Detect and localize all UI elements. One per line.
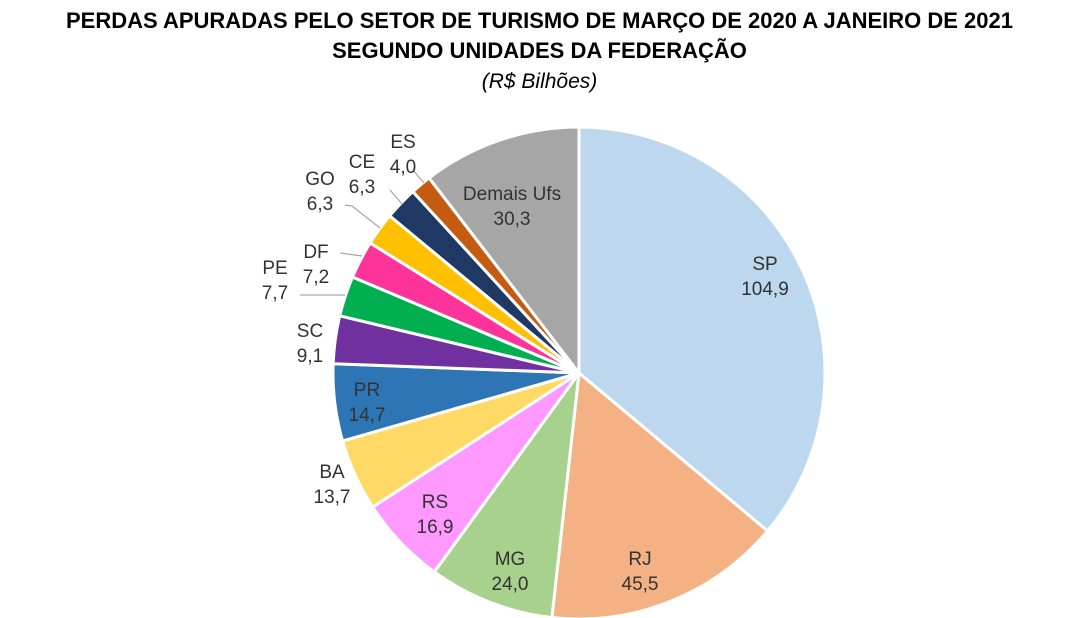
pie-slice-sp (577, 125, 827, 533)
slice-name-label-es: ES (390, 132, 415, 153)
leader-line-es (412, 169, 425, 184)
slice-value-label-ce: 6,3 (349, 177, 375, 198)
slice-name-label-pr: PR (354, 380, 380, 401)
chart-title-block: PERDAS APURADAS PELO SETOR DE TURISMO DE… (0, 6, 1079, 96)
leader-line-df (339, 252, 363, 257)
chart-title-line2: SEGUNDO UNIDADES DA FEDERAÇÃO (332, 38, 747, 63)
slice-value-label-mg: 24,0 (492, 574, 529, 595)
slice-value-label-pe: 7,7 (262, 283, 288, 304)
slice-value-label-ba: 13,7 (314, 487, 351, 508)
chart-title-line1: PERDAS APURADAS PELO SETOR DE TURISMO DE… (65, 8, 1013, 33)
slice-name-label-sc: SC (297, 321, 323, 342)
pie-slice-demais-ufs (427, 125, 581, 375)
slice-name-label-ba: BA (319, 462, 345, 483)
pie-slice-mg (432, 371, 581, 618)
leader-line-go (344, 204, 381, 229)
slice-name-label-sp: SP (752, 254, 777, 275)
slice-name-label-demais-ufs: Demais Ufs (463, 184, 561, 205)
slice-name-label-pe: PE (262, 258, 287, 279)
chart-subtitle: (R$ Bilhões) (481, 70, 598, 93)
slice-name-label-mg: MG (495, 549, 526, 570)
slice-name-label-go: GO (305, 169, 335, 190)
slice-value-label-pr: 14,7 (349, 405, 386, 426)
slice-value-label-demais-ufs: 30,3 (494, 209, 531, 230)
leader-line-ce (389, 189, 403, 205)
slice-value-label-df: 7,2 (303, 267, 329, 288)
pie-slice-rj (550, 371, 770, 618)
slice-value-label-sp: 104,9 (741, 279, 789, 300)
slice-value-label-rj: 45,5 (622, 574, 659, 595)
slice-value-label-sc: 9,1 (297, 346, 323, 367)
slice-name-label-rs: RS (422, 492, 448, 513)
slice-value-label-rs: 16,9 (417, 517, 454, 538)
slice-name-label-ce: CE (349, 152, 375, 173)
slice-name-label-rj: RJ (628, 549, 651, 570)
slice-value-label-es: 4,0 (390, 157, 416, 178)
slice-name-label-df: DF (303, 242, 328, 263)
slice-value-label-go: 6,3 (307, 194, 333, 215)
